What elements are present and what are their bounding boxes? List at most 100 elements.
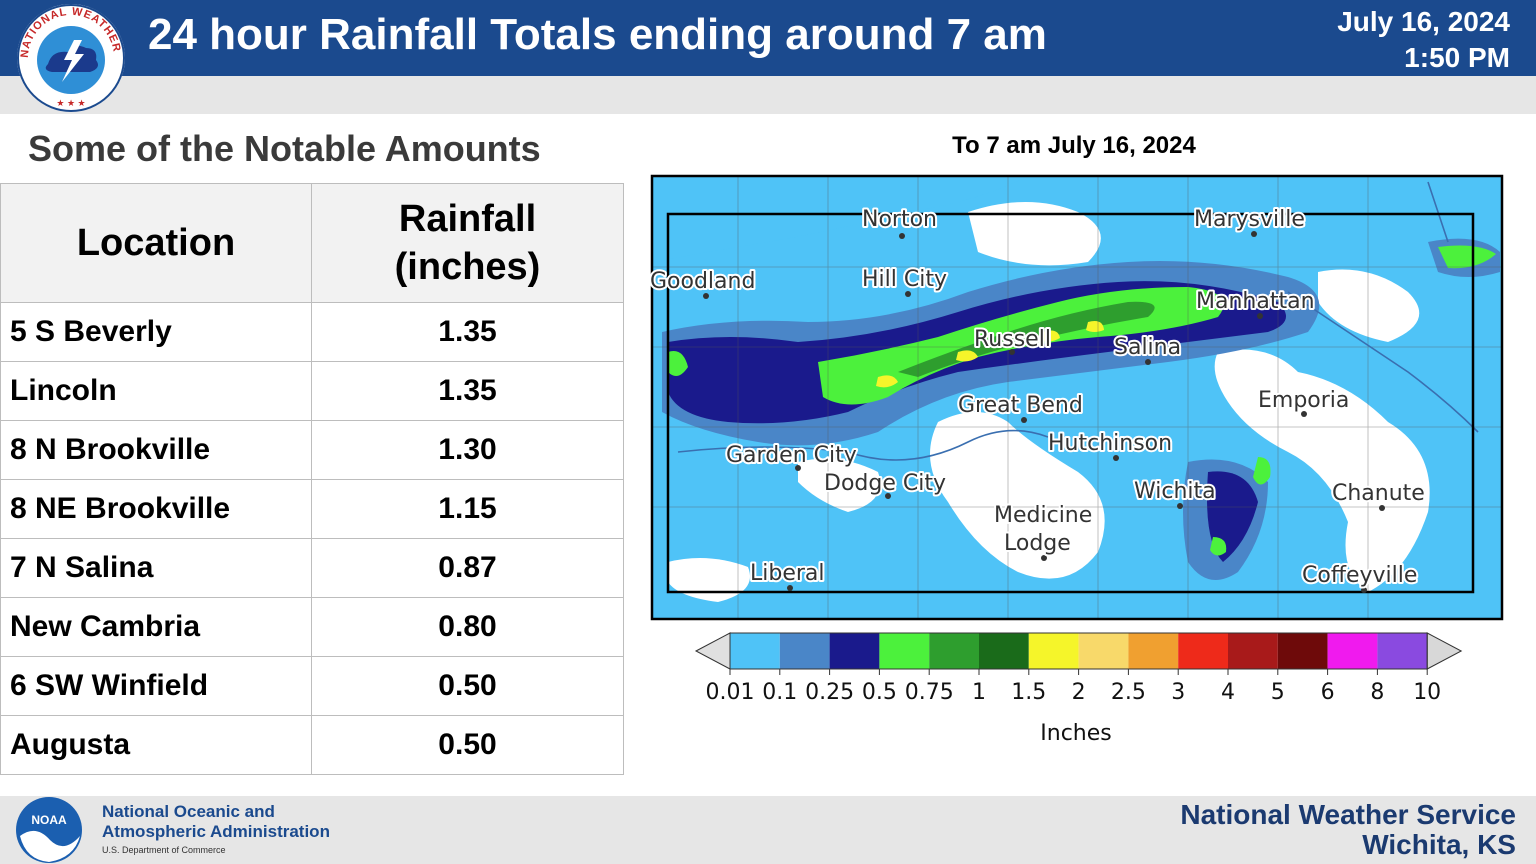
table-row: 5 S Beverly 1.35 — [0, 302, 624, 362]
colorbar-segment — [1377, 633, 1428, 669]
colorbar-tick-label: 2.5 — [1111, 680, 1146, 705]
city-dot-manhattan — [1257, 313, 1263, 319]
city-dot-liberal — [787, 585, 793, 591]
cell-rainfall: 1.15 — [311, 479, 624, 539]
cell-rainfall: 1.35 — [311, 361, 624, 421]
colorbar-segment — [979, 633, 1029, 669]
city-label-garden-city: Garden City — [726, 443, 857, 468]
city-dot-marysville — [1251, 231, 1257, 237]
city-label-great-bend: Great Bend — [958, 393, 1083, 418]
kansas-border — [666, 212, 1475, 594]
cell-location: New Cambria — [0, 597, 312, 657]
noaa-org-line2: Atmospheric Administration — [102, 822, 330, 841]
table-header-row: Location Rainfall (inches) — [0, 183, 624, 303]
colorbar-tick-label: 0.5 — [862, 680, 897, 705]
noaa-logo-text: NOAA — [31, 813, 67, 827]
colorbar-tick-label: 6 — [1321, 680, 1335, 705]
city-label-hutchinson: Hutchinson — [1048, 431, 1172, 456]
issue-date: July 16, 2024 — [1337, 6, 1510, 37]
city-dot-goodland — [703, 293, 709, 299]
colorbar-tick-label: 5 — [1271, 680, 1285, 705]
city-label-goodland: Goodland — [650, 269, 755, 294]
city-dot-medicine-lodge — [1041, 555, 1047, 561]
table-title: Some of the Notable Amounts — [28, 128, 541, 169]
cell-location: Augusta — [0, 715, 312, 775]
colorbar-segment — [1028, 633, 1079, 669]
table-row: 7 N Salina 0.87 — [0, 538, 624, 598]
city-dot-wichita — [1177, 503, 1183, 509]
city-dot-norton — [899, 233, 905, 239]
city-label-hill-city: Hill City — [862, 267, 947, 292]
map-frame — [650, 174, 1504, 621]
city-label-liberal: Liberal — [750, 561, 825, 586]
city-dot-salina — [1145, 359, 1151, 365]
colorbar-segment — [1327, 633, 1378, 669]
issue-datetime: July 16, 2024 1:50 PM — [1337, 4, 1510, 76]
colorbar-segment — [1078, 633, 1129, 669]
city-dot-garden-city — [795, 465, 801, 471]
city-dot-hutchinson — [1113, 455, 1119, 461]
table-row: 8 N Brookville 1.30 — [0, 420, 624, 480]
colorbar-unit-label: Inches — [1040, 721, 1111, 746]
city-label-marysville: Marysville — [1194, 207, 1305, 232]
city-label-emporia: Emporia — [1258, 388, 1349, 413]
city-label-norton: Norton — [862, 207, 937, 232]
issue-time: 1:50 PM — [1404, 42, 1510, 73]
cell-location: 8 NE Brookville — [0, 479, 312, 539]
colorbar-segment — [1228, 633, 1278, 669]
table-row: 8 NE Brookville 1.15 — [0, 479, 624, 539]
noaa-org-line1: National Oceanic and — [102, 802, 275, 821]
header-bar — [0, 0, 1536, 76]
colorbar-tick-label: 4 — [1221, 680, 1235, 705]
office-line2: Wichita, KS — [1362, 829, 1516, 860]
colorbar-under-triangle — [694, 632, 731, 670]
cell-location: 5 S Beverly — [0, 302, 312, 362]
colorbar: 0.01 0.1 0.25 0.5 0.75 1 1.5 2 2.5 3 4 5 6 8 10 — [694, 632, 1463, 705]
table-row: 6 SW Winfield 0.50 — [0, 656, 624, 716]
column-header-rainfall-line1: Rainfall — [398, 198, 537, 240]
rainfall-table: Location Rainfall (inches) 5 S Beverly 1.… — [0, 183, 624, 775]
city-label-salina: Salina — [1114, 335, 1181, 360]
colorbar-tick-label: 10 — [1413, 680, 1441, 705]
rainfall-table-body: 5 S Beverly 1.35 Lincoln 1.35 8 N Brookville… — [0, 302, 624, 775]
colorbar-tick-label: 1 — [972, 680, 986, 705]
column-header-location: Location — [0, 183, 312, 303]
cell-location: 8 N Brookville — [0, 420, 312, 480]
page-title: 24 hour Rainfall Totals ending around 7 … — [148, 10, 1047, 59]
rainfall-map: Norton Marysville Goodland Hill City Man… — [648, 174, 1504, 746]
cell-rainfall: 1.30 — [311, 420, 624, 480]
cell-rainfall: 0.87 — [311, 538, 624, 598]
footer-bar — [0, 796, 1536, 864]
colorbar-tick-label: 1.5 — [1011, 680, 1046, 705]
map-title: To 7 am July 16, 2024 — [952, 132, 1196, 159]
noaa-department: U.S. Department of Commerce — [102, 845, 226, 855]
city-label-manhattan: Manhattan — [1196, 289, 1315, 314]
colorbar-tick-label: 2 — [1072, 680, 1086, 705]
colorbar-segment — [730, 633, 780, 669]
rivers — [677, 181, 1479, 461]
colorbar-segment — [1128, 633, 1179, 669]
table-row: Augusta 0.50 — [0, 715, 624, 775]
colorbar-tick-label: 0.01 — [706, 680, 755, 705]
header-strip — [0, 76, 1536, 114]
colorbar-segment — [879, 633, 930, 669]
city-label-medicine: Medicine — [994, 503, 1092, 528]
column-header-rainfall-line2: (inches) — [394, 246, 541, 288]
colorbar-tick-label: 8 — [1370, 680, 1384, 705]
cell-location: 7 N Salina — [0, 538, 312, 598]
precip-shading — [652, 176, 1502, 619]
county-lines — [652, 176, 1502, 619]
city-label-coffeyville: Coffeyville — [1302, 563, 1417, 588]
table-row: Lincoln 1.35 — [0, 361, 624, 421]
cell-rainfall: 1.35 — [311, 302, 624, 362]
table-row: New Cambria 0.80 — [0, 597, 624, 657]
colorbar-tick-label: 3 — [1171, 680, 1185, 705]
colorbar-segment — [1277, 633, 1328, 669]
colorbar-tick-label: 0.25 — [805, 680, 854, 705]
city-label-russell: Russell — [974, 327, 1051, 352]
noaa-org-name: National Oceanic and Atmospheric Adminis… — [102, 802, 330, 842]
city-label-wichita: Wichita — [1134, 479, 1216, 504]
cell-rainfall: 0.50 — [311, 715, 624, 775]
city-dot-hill-city — [905, 291, 911, 297]
colorbar-segment — [1178, 633, 1228, 669]
